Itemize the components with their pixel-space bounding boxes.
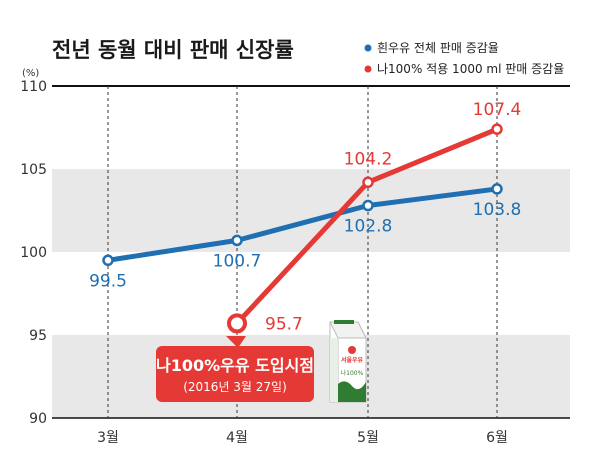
x-tick-label: 5월	[357, 430, 379, 446]
callout-title: 나100%우유 도입시점	[156, 356, 314, 375]
milk-carton-icon: 서울우유 나100%	[329, 320, 367, 403]
data-point-s0-2	[362, 199, 374, 212]
band-100-105	[52, 169, 570, 252]
unit-label: (%)	[22, 68, 39, 79]
data-label-s1-3: 107.4	[473, 100, 522, 120]
legend-marker-white-milk	[364, 44, 372, 52]
data-label-s1-1: 95.7	[265, 314, 303, 334]
y-tick-label: 95	[29, 328, 47, 344]
data-label-s0-0: 99.5	[89, 271, 127, 291]
data-label-s0-2: 102.8	[344, 217, 393, 237]
data-point-s0-0	[102, 254, 114, 267]
data-label-s0-3: 103.8	[473, 200, 522, 220]
y-tick-label: 110	[20, 79, 47, 95]
y-axis-ticks: 110 105 100 95 90	[20, 79, 47, 427]
data-point-s0-1	[231, 234, 243, 247]
x-tick-label: 4월	[226, 430, 248, 446]
x-axis-ticks: 3월 4월 5월 6월	[97, 430, 508, 446]
legend-label-na100: 나100% 적용 1000 ml 판매 증감율	[377, 62, 564, 76]
y-tick-label: 105	[20, 162, 47, 178]
carton-product-text: 나100%	[341, 369, 364, 377]
x-tick-label: 3월	[97, 430, 119, 446]
band-105-110	[52, 86, 570, 169]
legend-label-white-milk: 흰우유 전체 판매 증감율	[377, 41, 499, 55]
data-point-s1-2	[362, 176, 374, 189]
chart-title: 전년 동월 대비 판매 신장률	[52, 38, 294, 62]
y-tick-label: 100	[20, 245, 47, 261]
data-label-s1-2: 104.2	[344, 149, 393, 169]
series-line-0	[105, 186, 500, 263]
x-tick-label: 6월	[486, 430, 508, 446]
data-point-s1-1	[227, 313, 247, 334]
legend: 흰우유 전체 판매 증감율 나100% 적용 1000 ml 판매 증감율	[364, 41, 564, 76]
carton-brand-text: 서울우유	[341, 356, 364, 364]
data-label-s0-1: 100.7	[213, 251, 262, 271]
data-point-s1-3	[491, 123, 503, 135]
legend-marker-na100	[364, 65, 372, 73]
data-point-s0-3	[491, 183, 503, 195]
callout-box	[156, 346, 314, 402]
band-95-100	[52, 252, 570, 335]
series-lines: 99.5 100.7 102.8 103.8 95.7 104.2 107.4	[89, 100, 521, 334]
callout-subtitle: (2016년 3월 27일)	[183, 380, 287, 394]
introduction-callout: 나100%우유 도입시점 (2016년 3월 27일)	[156, 336, 314, 402]
y-tick-label: 90	[29, 411, 47, 427]
